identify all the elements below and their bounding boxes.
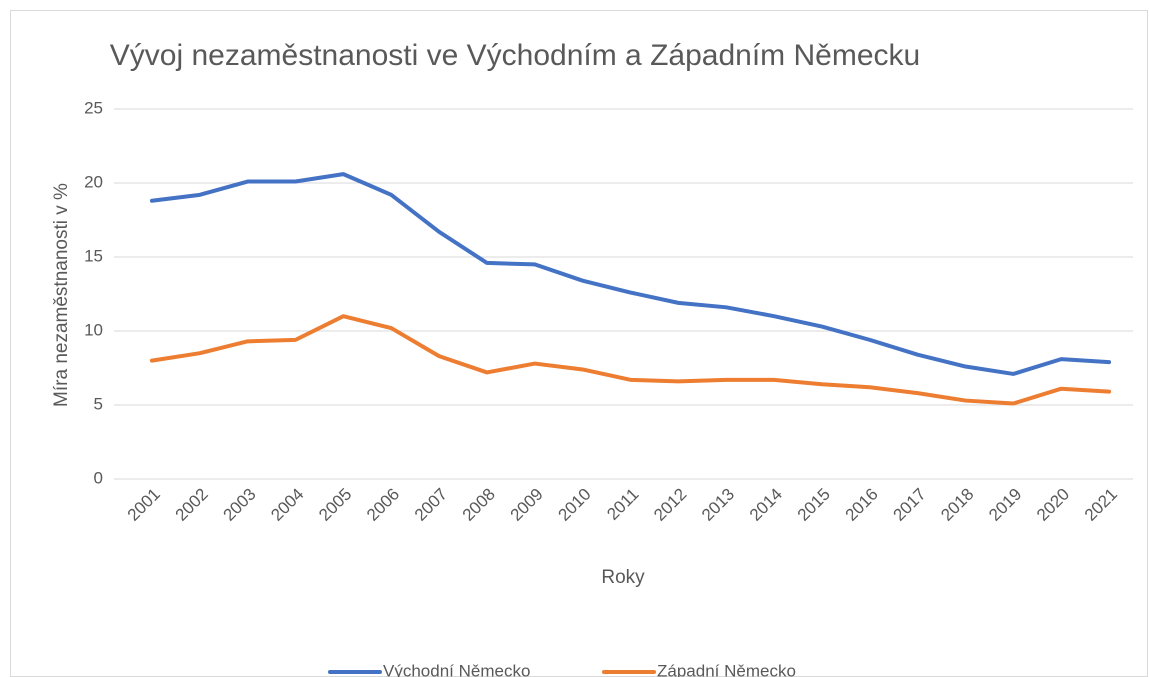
x-axis-label: Roky: [601, 567, 645, 588]
series-line: [149, 314, 1112, 406]
y-tick-label: 0: [94, 468, 103, 487]
chart-border: [10, 10, 1148, 677]
series-line: [149, 172, 1112, 376]
y-tick-label: 20: [84, 172, 103, 191]
y-tick-label: 15: [84, 246, 103, 265]
chart-title: Vývoj nezaměstnanosti ve Východním a Záp…: [110, 39, 920, 72]
y-tick-label: 25: [84, 98, 103, 117]
y-axis-label: Míra nezaměstnanosti v %: [51, 183, 72, 407]
legend-label: Východní Německo: [383, 661, 530, 677]
y-tick-label: 5: [94, 394, 103, 413]
legend-label: Západní Německo: [657, 661, 796, 677]
y-tick-label: 10: [84, 320, 103, 339]
